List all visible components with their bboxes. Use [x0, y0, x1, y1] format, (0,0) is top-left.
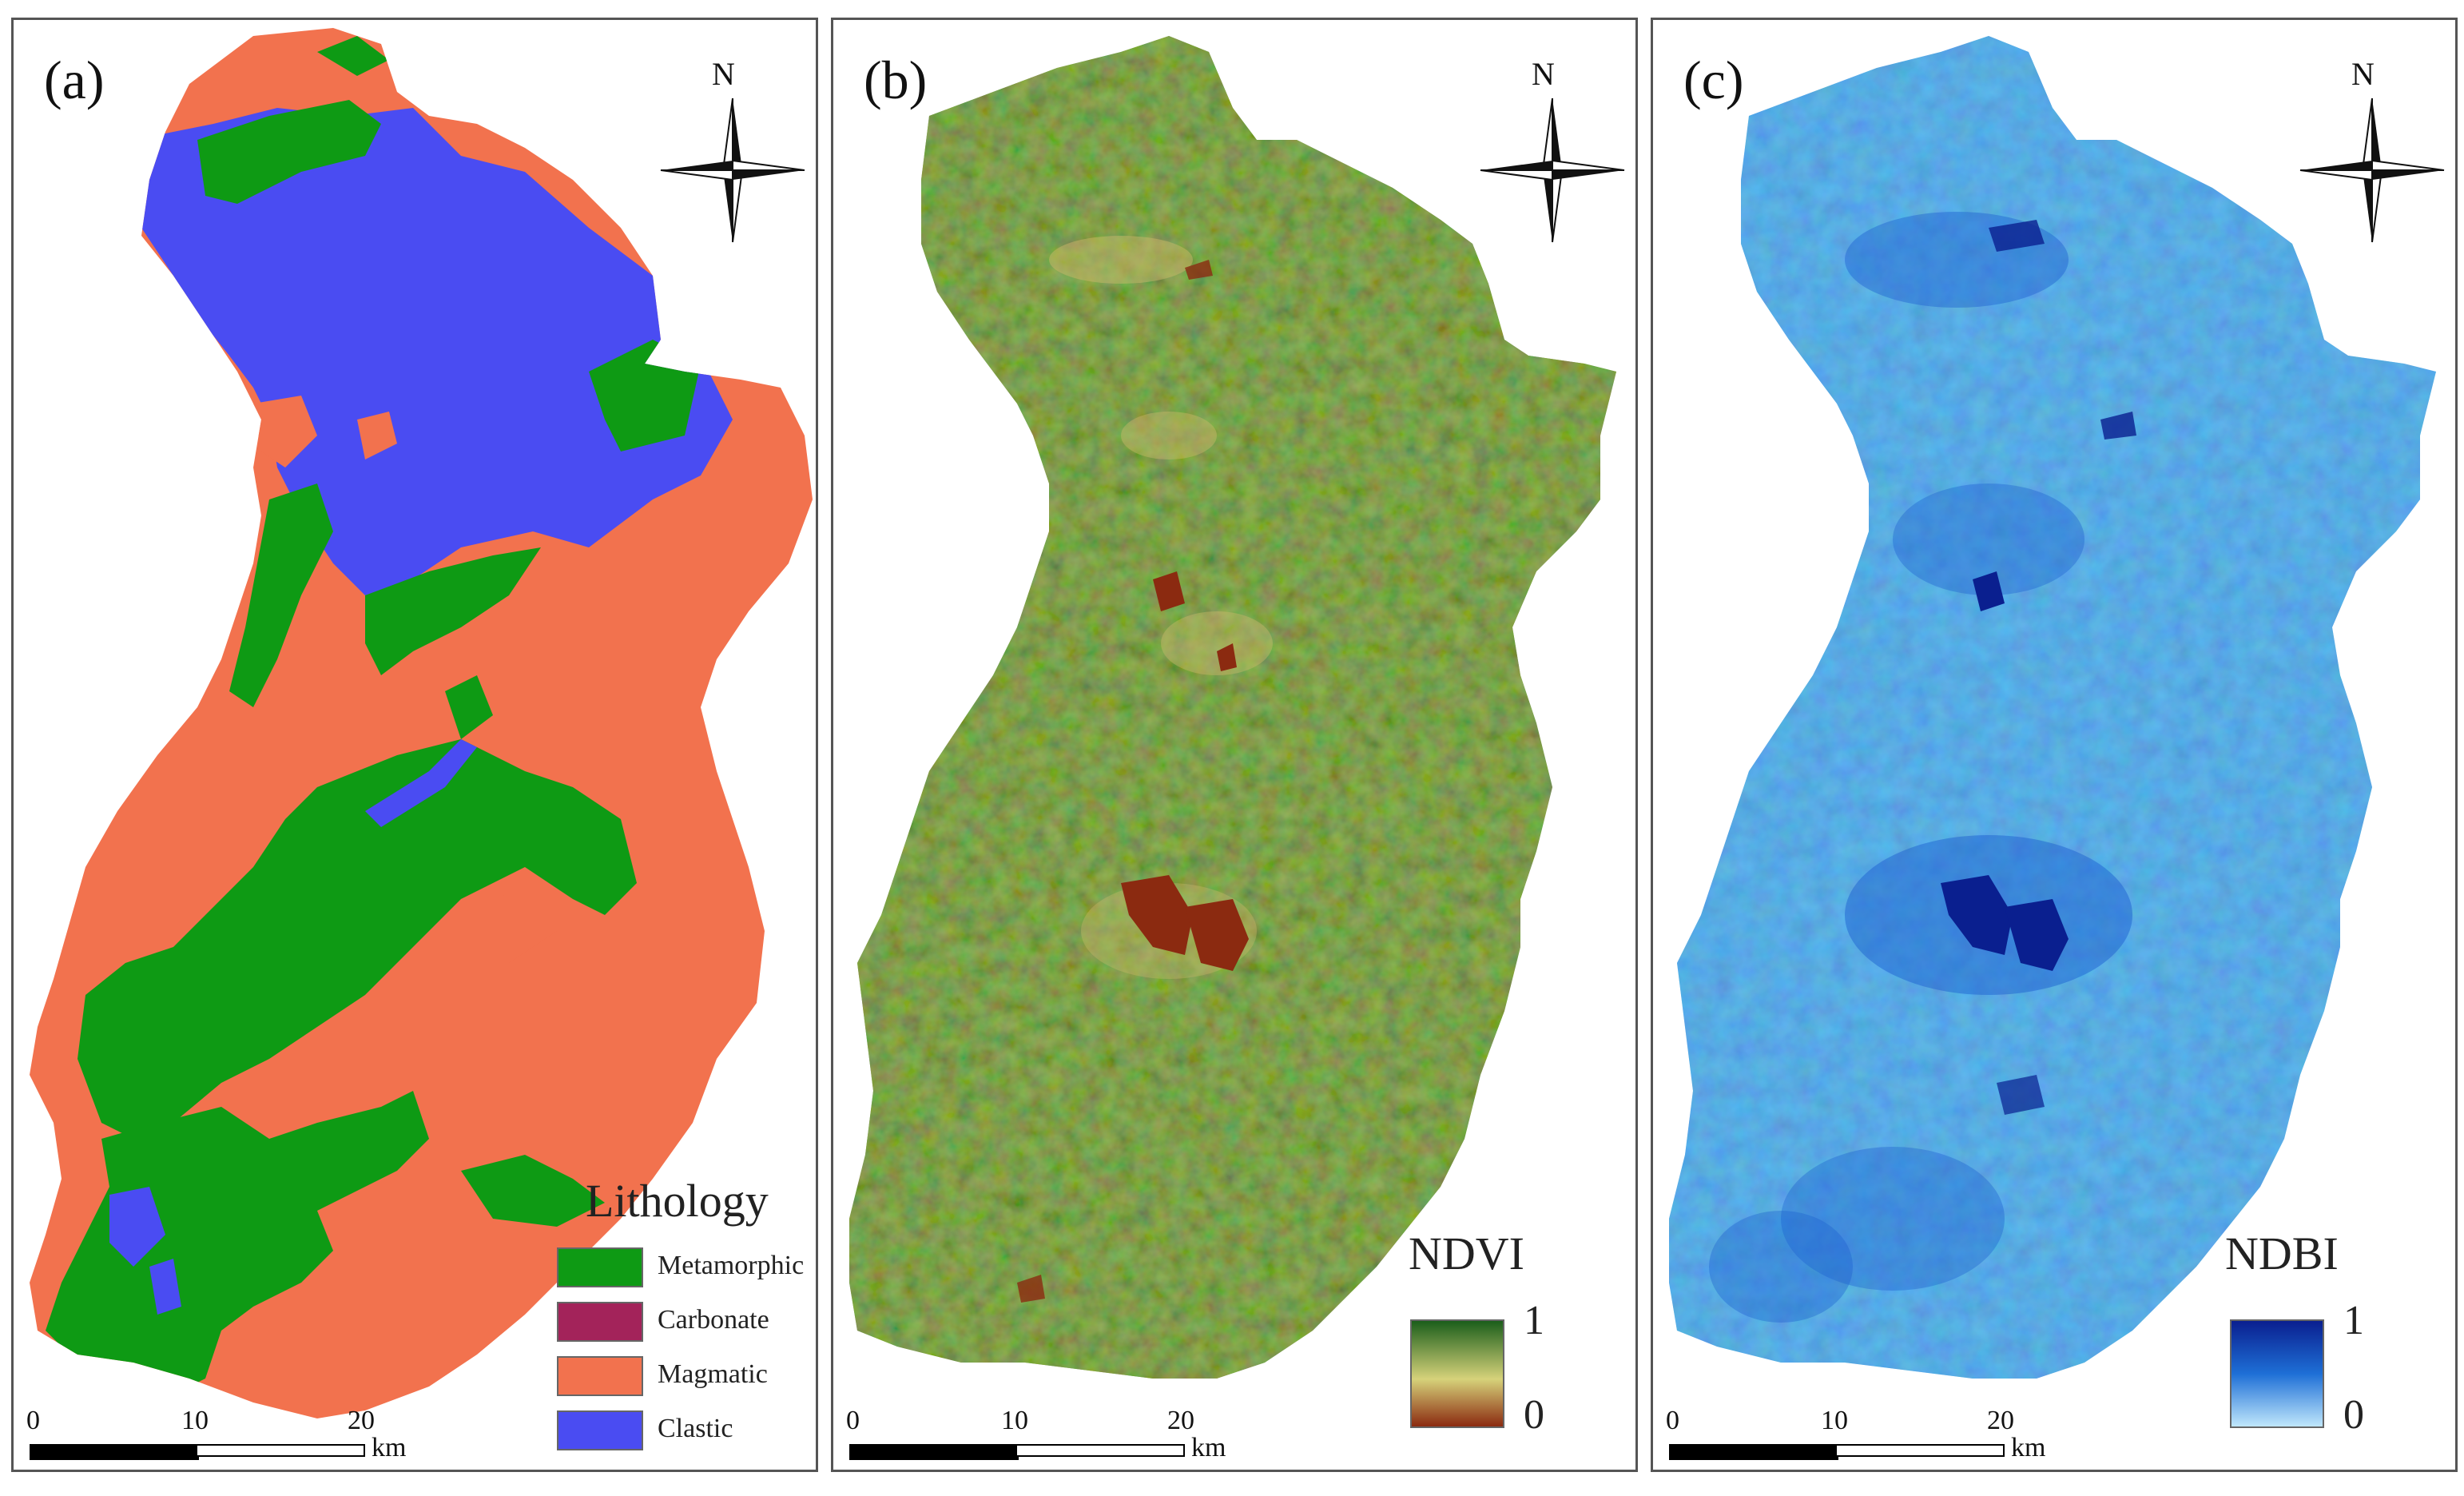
- magmatic-zone: [357, 412, 397, 460]
- low-ndvi-patch: [1185, 899, 1249, 971]
- panel-ndbi-map: (c) N NDBI 1 0 0 10 20 km: [1651, 18, 2458, 1472]
- clastic-zone: [109, 1187, 165, 1267]
- high-ndbi-patch: [1973, 571, 2005, 611]
- scale-segment-white: [1835, 1444, 2005, 1457]
- metamorphic-zone: [461, 1155, 605, 1227]
- magmatic-zone: [253, 396, 317, 468]
- scale-segment-white: [1015, 1444, 1185, 1457]
- high-ndbi-patch: [2100, 412, 2136, 440]
- panel-label: (c): [1683, 50, 1744, 110]
- panel-lithology-map: (a) N Lithology Metamorphic Carbonate Ma…: [11, 18, 818, 1472]
- legend-swatch: [557, 1247, 643, 1287]
- north-letter: N: [1532, 56, 1555, 92]
- lithology-map: [30, 28, 813, 1418]
- magmatic-zone: [493, 883, 557, 963]
- legend-label: Carbonate: [658, 1305, 769, 1335]
- legend-label: Metamorphic: [658, 1251, 805, 1280]
- metamorphic-zone: [46, 1091, 429, 1395]
- scale-tick: 10: [1821, 1406, 1848, 1435]
- low-ndvi-patch: [1217, 643, 1237, 671]
- ndvi-map: [849, 36, 1616, 1379]
- scale-tick: 20: [1167, 1406, 1194, 1435]
- high-ndbi-patch: [1997, 1075, 2045, 1115]
- compass-rose-icon: [1480, 97, 1625, 243]
- scale-segment-black: [1669, 1444, 1838, 1460]
- legend-label: Magmatic: [658, 1359, 768, 1389]
- legend-min-value: 0: [1524, 1392, 1544, 1438]
- north-letter: N: [2351, 56, 2375, 92]
- scale-segment-black: [30, 1444, 199, 1460]
- legend-swatch: [557, 1302, 643, 1342]
- metamorphic-zone: [365, 547, 541, 675]
- clastic-zone-north: [133, 108, 733, 595]
- scale-tick: 10: [1001, 1406, 1028, 1435]
- north-letter: N: [712, 56, 735, 92]
- ndbi-map: [1669, 36, 2436, 1379]
- low-ndvi-patch: [1153, 571, 1185, 611]
- legend-min-value: 0: [2343, 1392, 2364, 1438]
- metamorphic-zone: [445, 675, 493, 739]
- legend-title: NDBI: [2225, 1227, 2339, 1279]
- high-ndbi-patch: [2005, 899, 2069, 971]
- metamorphic-zone: [229, 483, 333, 707]
- ndbi-color-ramp: [2230, 1319, 2324, 1428]
- scale-segment-black: [849, 1444, 1019, 1460]
- scale-tick: 10: [181, 1406, 209, 1435]
- scale-unit: km: [372, 1433, 407, 1462]
- high-ndbi-patch: [1941, 875, 2013, 955]
- legend-swatch: [557, 1410, 643, 1450]
- scale-unit: km: [1191, 1433, 1226, 1462]
- metamorphic-zone: [197, 100, 381, 204]
- metamorphic-zone: [77, 739, 637, 1139]
- legend-max-value: 1: [2343, 1298, 2364, 1343]
- scale-tick: 0: [846, 1406, 860, 1435]
- scale-tick: 0: [26, 1406, 40, 1435]
- low-ndvi-patch: [1017, 1275, 1045, 1303]
- scale-unit: km: [2011, 1433, 2046, 1462]
- clastic-zone: [365, 739, 477, 827]
- high-ndbi-patch: [1989, 220, 2045, 252]
- panel-label: (b): [864, 50, 928, 110]
- legend-max-value: 1: [1524, 1298, 1544, 1343]
- panel-ndvi-map: (b) N NDVI 1 0 0 10 20 km: [831, 18, 1638, 1472]
- scale-tick: 20: [1987, 1406, 2014, 1435]
- legend-title: NDVI: [1409, 1227, 1524, 1279]
- metamorphic-zone: [317, 36, 389, 76]
- scale-tick: 0: [1666, 1406, 1679, 1435]
- legend-label: Clastic: [658, 1414, 733, 1443]
- compass-rose-icon: [2299, 97, 2445, 243]
- clastic-zone: [149, 1259, 181, 1315]
- panel-label: (a): [44, 50, 105, 110]
- scale-segment-white: [196, 1444, 365, 1457]
- compass-rose-icon: [660, 97, 805, 243]
- legend-swatch: [557, 1356, 643, 1396]
- low-ndvi-patch: [1185, 260, 1213, 280]
- scale-tick: 20: [348, 1406, 375, 1435]
- legend-title: Lithology: [586, 1175, 769, 1227]
- low-ndvi-patch: [1121, 875, 1193, 955]
- ndvi-color-ramp: [1410, 1319, 1504, 1428]
